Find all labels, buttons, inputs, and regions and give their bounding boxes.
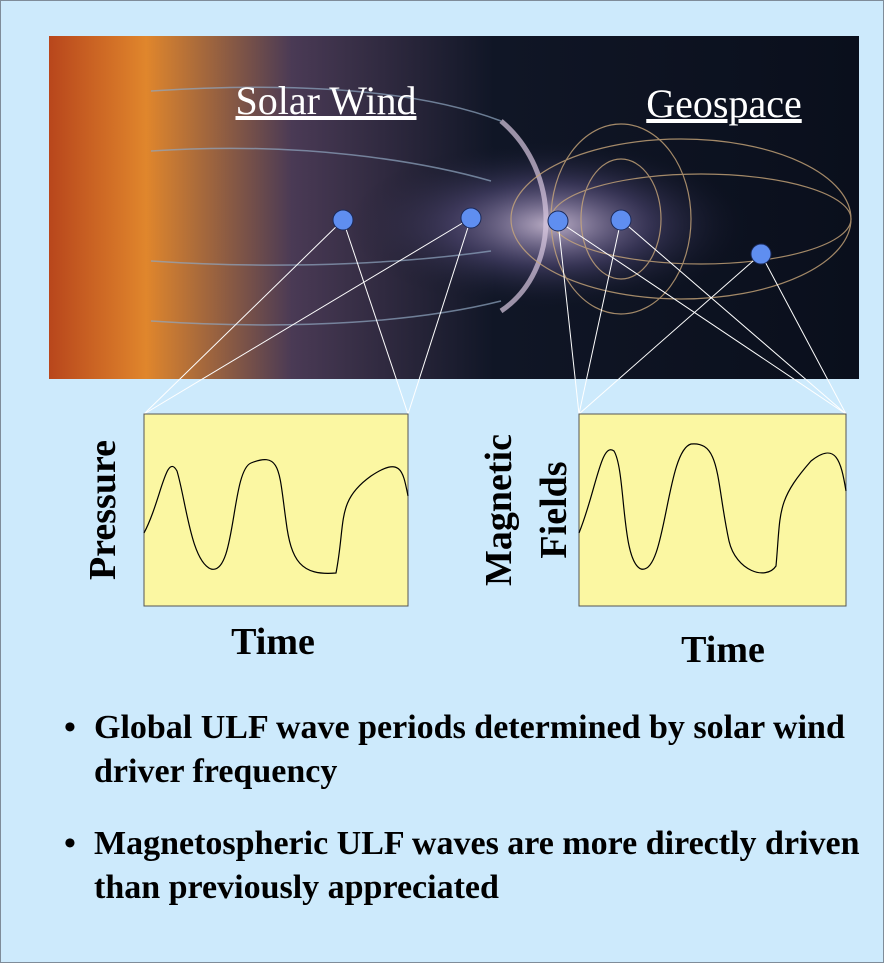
figure: Solar Wind Geospace Pressure Magnetic Fi… xyxy=(1,1,883,962)
x-axis-label: Time xyxy=(231,621,315,663)
image-label: Geospace xyxy=(646,81,801,126)
panel xyxy=(144,414,408,606)
x-axis-label: Time xyxy=(681,629,765,671)
image-label: Solar Wind xyxy=(236,78,417,123)
y-axis-label: Fields xyxy=(533,461,575,558)
y-axis-label: Pressure xyxy=(82,440,124,580)
slide: Solar Wind Geospace Pressure Magnetic Fi… xyxy=(0,0,884,963)
y-axis-label: Magnetic xyxy=(478,434,520,586)
bullet: Global ULF wave periods determined by so… xyxy=(94,706,864,794)
bullet: Magnetospheric ULF waves are more direct… xyxy=(94,822,864,910)
panel xyxy=(579,414,846,606)
